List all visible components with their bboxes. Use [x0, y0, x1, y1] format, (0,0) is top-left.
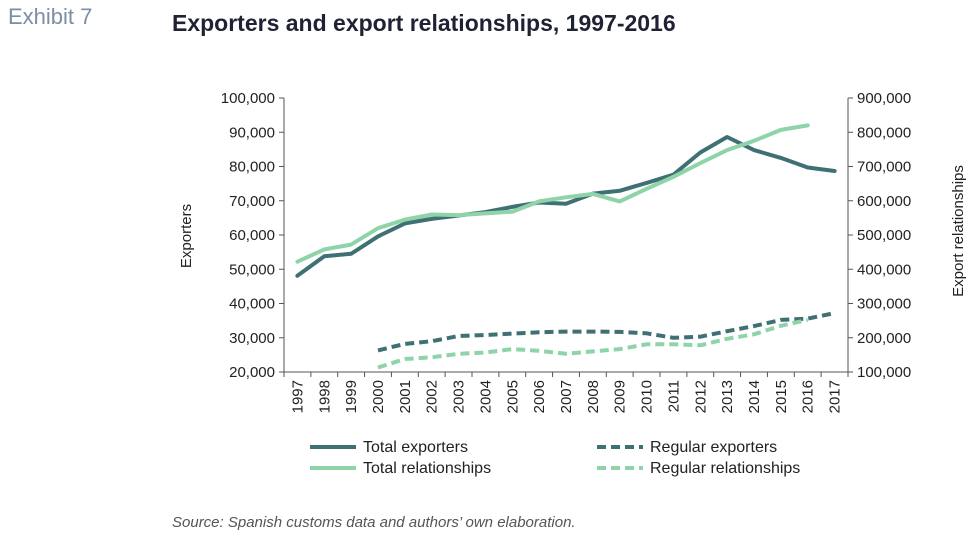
y-tick-label: 100,000 — [221, 90, 275, 107]
series-line-regular-exporters — [377, 311, 836, 353]
y-tick-label: 90,000 — [229, 124, 275, 141]
x-tick-label: 1998 — [316, 380, 333, 413]
y2-tick-label: 100,000 — [857, 364, 911, 381]
series-line-total-exporters — [295, 135, 837, 278]
x-tick-label: 2014 — [746, 380, 763, 413]
x-tick-label: 2017 — [827, 380, 844, 413]
legend-label-total-relationships: Total relationships — [363, 460, 491, 477]
exhibit-label: Exhibit 7 — [8, 4, 93, 29]
y-tick-label: 80,000 — [229, 159, 275, 176]
y2-tick-label: 300,000 — [857, 296, 911, 313]
y-tick-label: 30,000 — [229, 330, 275, 347]
x-tick-label: 2010 — [639, 380, 656, 413]
series-line-regular-relationships — [377, 317, 809, 370]
chart-title: Exporters and export relationships, 1997… — [172, 10, 676, 36]
y-tick-label: 50,000 — [229, 261, 275, 278]
x-tick-label: 2004 — [477, 380, 494, 413]
x-tick-label: 2007 — [558, 380, 575, 413]
x-tick-label: 1999 — [343, 380, 360, 413]
x-tick-label: 2008 — [585, 380, 602, 413]
legend-label-regular-relationships: Regular relationships — [650, 460, 800, 477]
x-tick-label: 2000 — [370, 380, 387, 413]
x-tick-label: 1997 — [289, 380, 306, 413]
y2-tick-label: 200,000 — [857, 330, 911, 347]
y2-tick-label: 800,000 — [857, 124, 911, 141]
y-axis-label: Exporters — [178, 204, 195, 268]
y-tick-label: 70,000 — [229, 193, 275, 210]
y2-axis-label: Export relationships — [950, 165, 967, 297]
y-tick-label: 20,000 — [229, 364, 275, 381]
x-tick-label: 2009 — [612, 380, 629, 413]
x-tick-label: 2013 — [719, 380, 736, 413]
y-tick-label: 60,000 — [229, 227, 275, 244]
x-tick-label: 2015 — [773, 380, 790, 413]
legend-label-regular-exporters: Regular exporters — [650, 439, 777, 456]
x-tick-label: 2012 — [692, 380, 709, 413]
x-tick-label: 2016 — [800, 380, 817, 413]
x-tick-label: 2002 — [424, 380, 441, 413]
y2-tick-label: 700,000 — [857, 159, 911, 176]
legend-label-total-exporters: Total exporters — [363, 439, 468, 456]
y2-tick-label: 500,000 — [857, 227, 911, 244]
y2-tick-label: 400,000 — [857, 261, 911, 278]
x-tick-label: 2003 — [451, 380, 468, 413]
source-note: Source: Spanish customs data and authors… — [172, 514, 576, 531]
x-tick-label: 2005 — [504, 380, 521, 413]
y2-tick-label: 600,000 — [857, 193, 911, 210]
x-tick-label: 2011 — [665, 380, 682, 412]
x-tick-label: 2006 — [531, 380, 548, 413]
series-line-total-relationships — [295, 123, 810, 264]
x-tick-label: 2001 — [397, 380, 414, 413]
y2-tick-label: 900,000 — [857, 90, 911, 107]
y-tick-label: 40,000 — [229, 296, 275, 313]
